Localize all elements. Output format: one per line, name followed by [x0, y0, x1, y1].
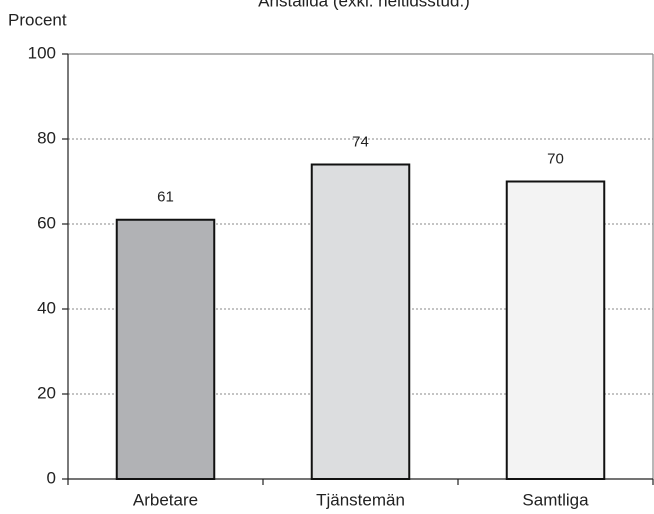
- y-tick-label: 80: [37, 128, 56, 147]
- y-axis-label: Procent: [8, 10, 67, 29]
- y-tick-label: 20: [37, 383, 56, 402]
- y-tick-label: 100: [28, 43, 56, 62]
- x-tick-label: Arbetare: [133, 490, 198, 509]
- y-tick-label: 40: [37, 298, 56, 317]
- data-label: 70: [547, 150, 564, 167]
- y-tick-label: 0: [47, 468, 56, 487]
- x-tick-label: Tjänstemän: [316, 490, 405, 509]
- chart-title: Anställda (exkl. heltidsstud.): [258, 0, 470, 10]
- bar: [310, 163, 411, 480]
- bar: [505, 180, 606, 480]
- bar: [115, 218, 216, 480]
- data-label: 74: [352, 133, 369, 150]
- data-label: 61: [157, 189, 174, 206]
- x-tick-label: Samtliga: [522, 490, 589, 509]
- y-tick-label: 60: [37, 213, 56, 232]
